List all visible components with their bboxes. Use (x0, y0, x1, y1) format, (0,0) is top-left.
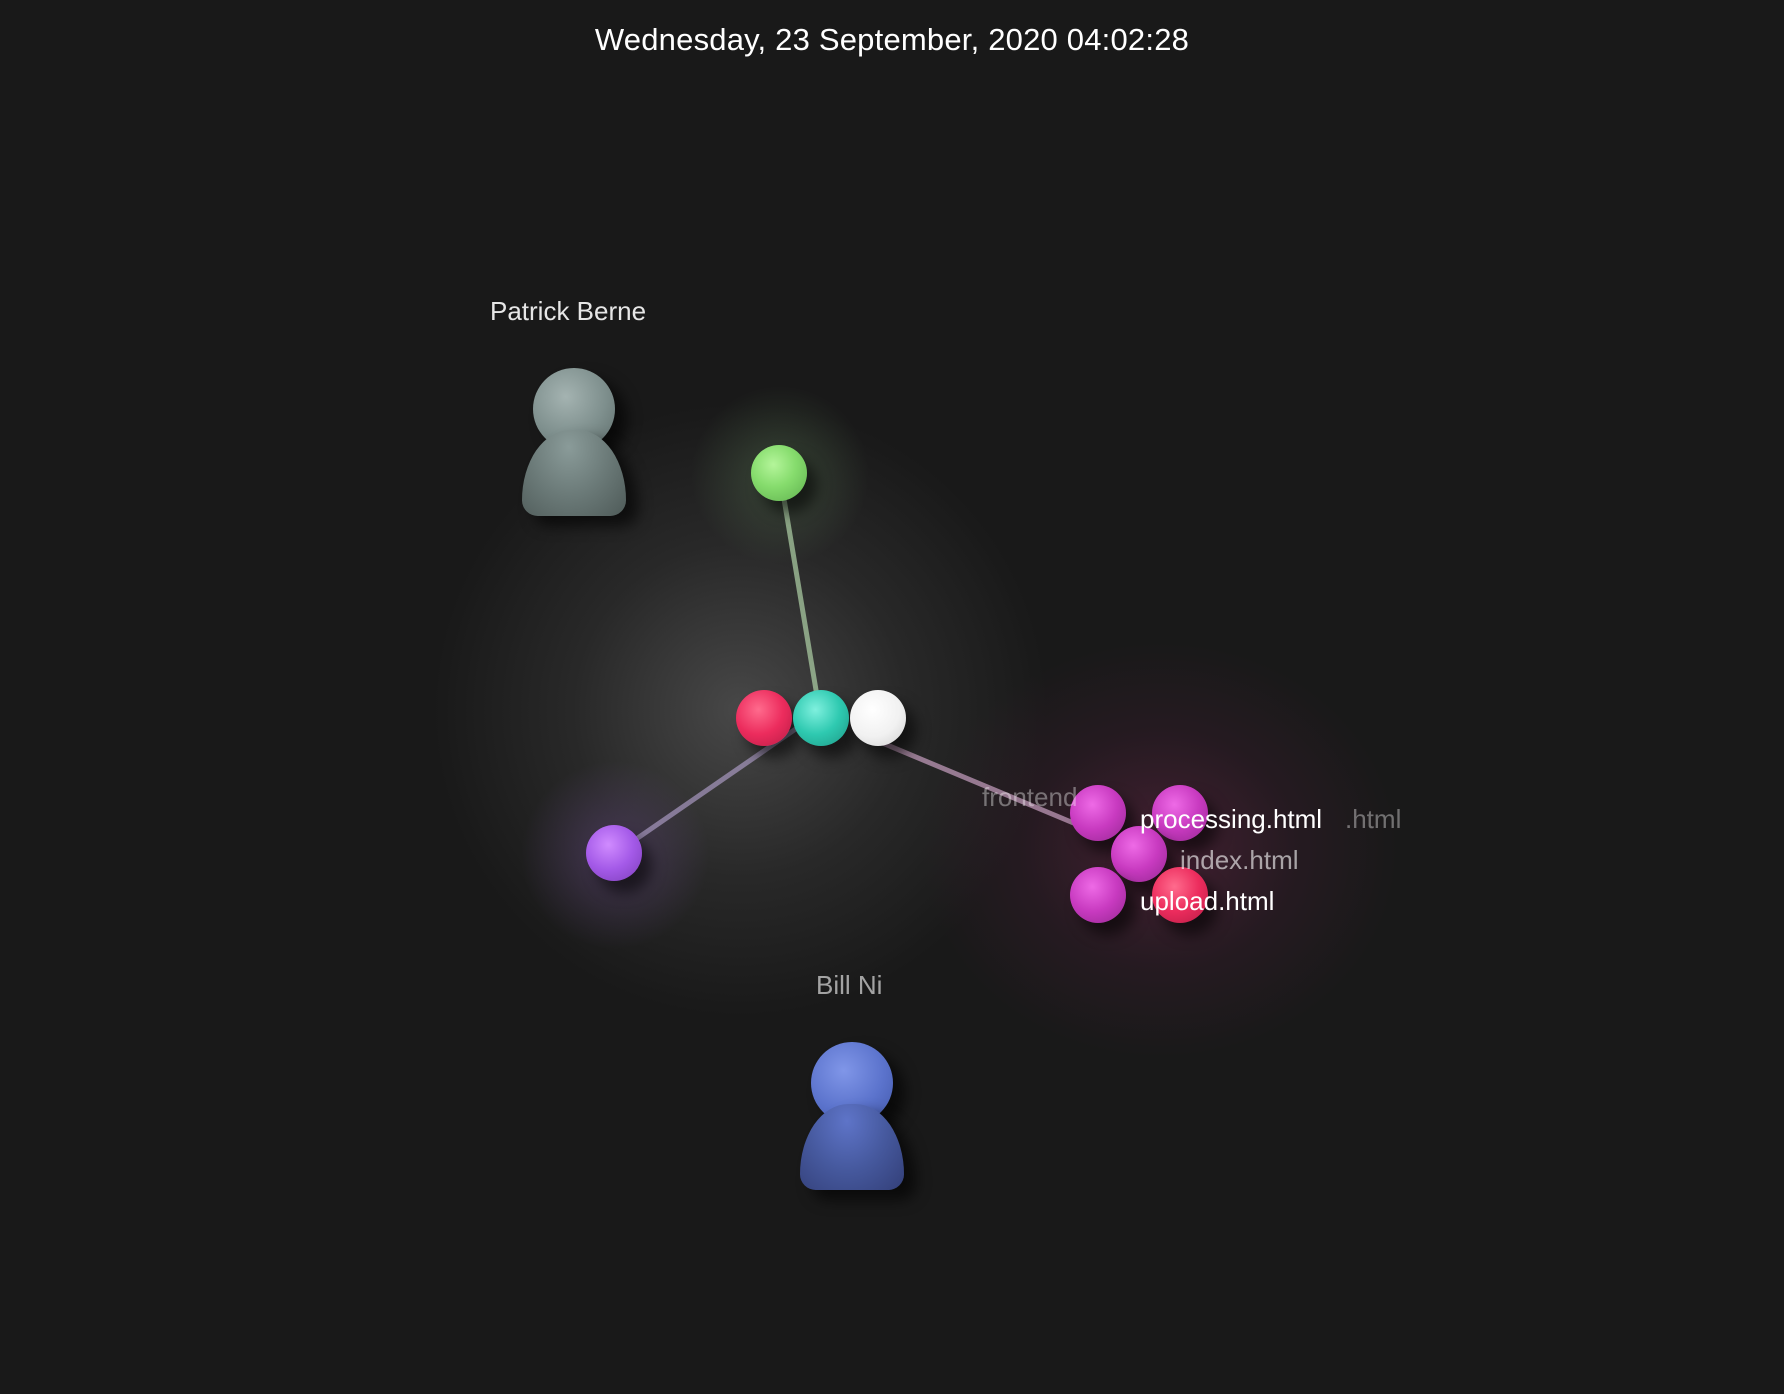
file-node[interactable] (1070, 867, 1126, 923)
file-node[interactable] (1111, 826, 1167, 882)
avatar-body (800, 1104, 904, 1190)
file-node[interactable] (1152, 867, 1208, 923)
file-node[interactable] (736, 690, 792, 746)
file-node[interactable] (751, 445, 807, 501)
file-node[interactable] (1152, 785, 1208, 841)
file-node[interactable] (850, 690, 906, 746)
file-label-index: index.html (1180, 845, 1299, 875)
avatar-body (522, 430, 626, 516)
user-name-patrick-berne: Patrick Berne (490, 296, 647, 326)
file-node[interactable] (793, 690, 849, 746)
file-node[interactable] (586, 825, 642, 881)
file-label-processing: processing.html (1140, 804, 1323, 834)
file-label-partial: .html (1345, 804, 1402, 834)
edge-frontend (877, 739, 1098, 835)
user-avatar-icon[interactable] (800, 1042, 910, 1192)
date-time-label: Wednesday, 23 September, 2020 04:02:28 (594, 22, 1190, 57)
file-node[interactable] (1070, 785, 1126, 841)
edge-green (777, 472, 821, 705)
user-name-bill-ni: Bill Ni (816, 970, 883, 1000)
directory-label-frontend: frontend (982, 782, 1078, 812)
file-label-upload: upload.html (1140, 886, 1275, 916)
edge-purple (613, 723, 803, 856)
user-avatar-icon[interactable] (522, 368, 632, 518)
